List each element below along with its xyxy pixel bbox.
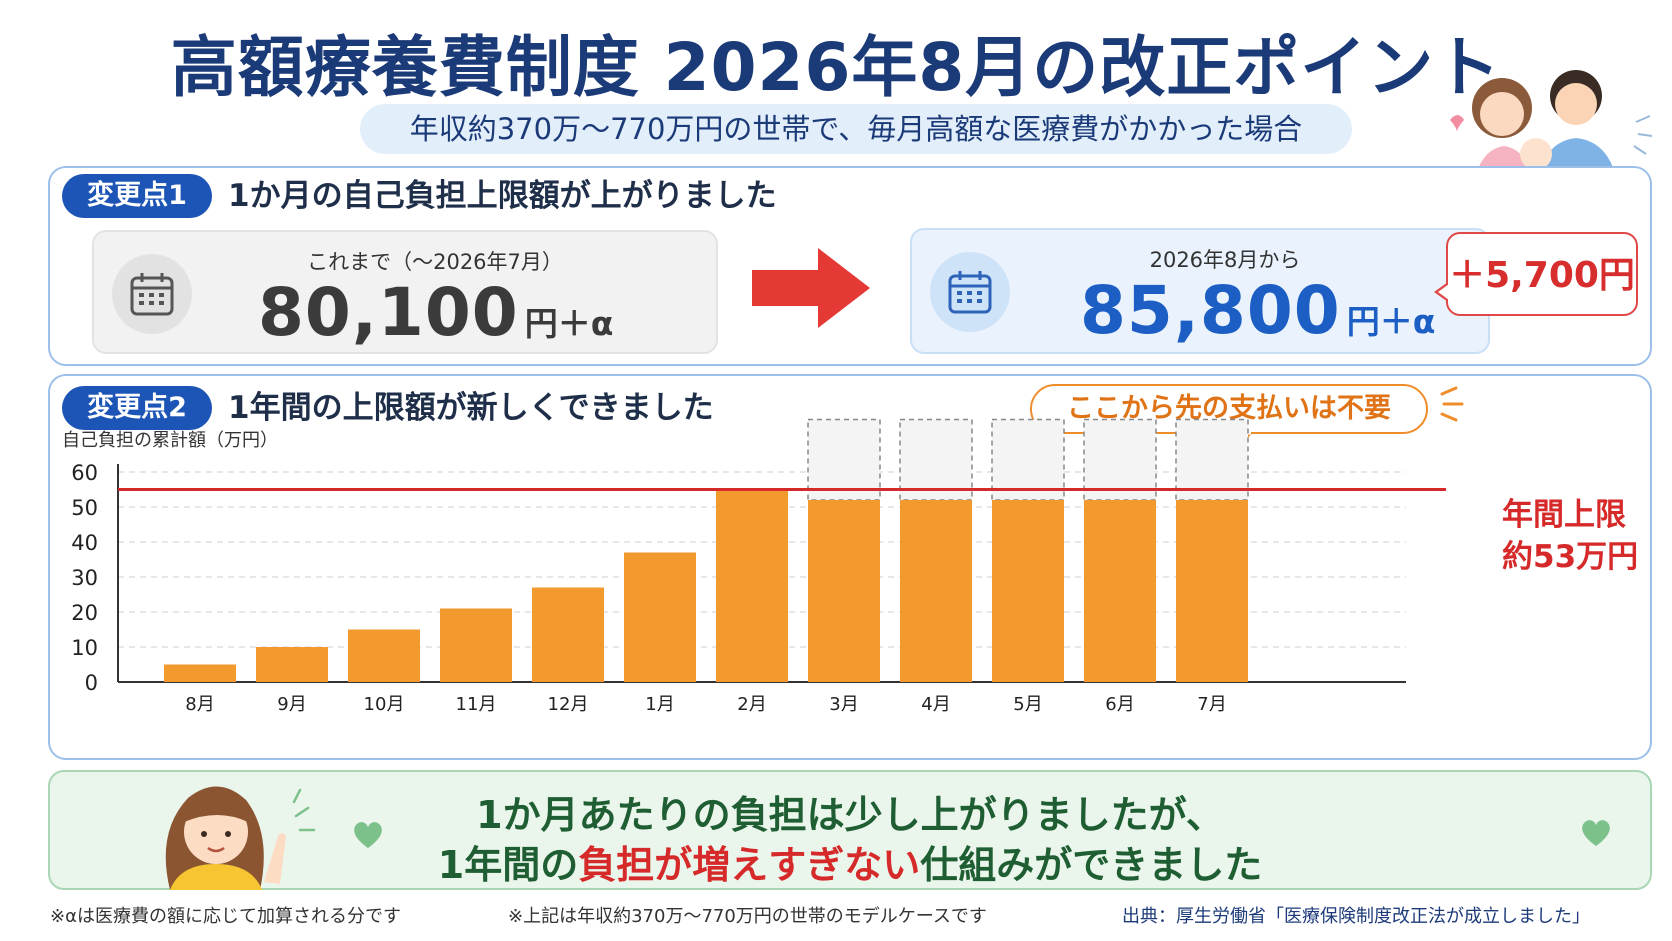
bar-4月: [900, 500, 972, 682]
summary-line2-highlight: 負担が増えすぎない: [578, 843, 921, 887]
annual-cap-label: 年間上限 約53万円: [1502, 494, 1638, 578]
bar-10月: [348, 629, 420, 682]
unpaid-dashed-box: [1175, 418, 1249, 501]
change1-badge: 変更点1: [62, 174, 212, 218]
unpaid-dashed-box: [899, 418, 973, 501]
y-tick-label: 10: [71, 636, 98, 660]
x-tick-label: 4月: [921, 694, 950, 715]
change1-panel: 変更点1 1か月の自己負担上限額が上がりました これまで（～2026年7月） 8…: [48, 166, 1652, 366]
after-amount-number: 85,800: [1080, 272, 1341, 349]
calendar-icon: [112, 254, 192, 334]
burst-icon: [1440, 386, 1464, 422]
x-tick-label: 11月: [456, 694, 497, 715]
unpaid-dashed-box: [1083, 418, 1157, 501]
change2-panel: 変更点2 1年間の上限額が新しくできました ここから先の支払いは不要 自己負担の…: [48, 374, 1652, 760]
page-title: 高額療養費制度 2026年8月の改正ポイント: [170, 29, 1502, 106]
annual-cap-line1: 年間上限: [1502, 497, 1626, 533]
x-tick-label: 7月: [1197, 694, 1226, 715]
bar-12月: [532, 587, 604, 682]
y-tick-label: 40: [71, 531, 98, 555]
cumulative-bar-chart: 自己負担の累計額（万円） 0 10 20 30 40 50 60 8月 9月 10月 11月 12月 1月…: [62, 418, 1446, 715]
y-axis-label: 自己負担の累計額（万円）: [62, 430, 278, 451]
y-tick-label: 30: [71, 566, 98, 590]
summary-box: 1か月あたりの負担は少し上がりましたが、 1年間の負担が増えすぎない仕組みができ…: [48, 770, 1652, 890]
summary-line2: 1年間の負担が増えすぎない仕組みができました: [50, 834, 1650, 889]
bar-6月: [1084, 500, 1156, 682]
after-box: 2026年8月から 85,800 円＋α: [910, 228, 1490, 354]
after-label: 2026年8月から: [1149, 248, 1301, 272]
heart-icon: [1582, 820, 1610, 846]
y-tick-label: 50: [71, 496, 98, 520]
bar-2月: [716, 489, 788, 682]
before-amount-unit: 円＋α: [524, 304, 614, 343]
footnote-source: 出典：厚生労働省「医療保険制度改正法が成立しました」: [1122, 906, 1590, 927]
x-tick-label: 2月: [737, 694, 766, 715]
calendar-icon: [930, 252, 1010, 332]
x-tick-label: 6月: [1105, 694, 1134, 715]
arrow-right-icon: [752, 248, 870, 328]
unpaid-dashed-box: [807, 418, 881, 501]
x-tick-label: 9月: [277, 694, 306, 715]
summary-line1: 1か月あたりの負担は少し上がりましたが、: [476, 793, 1224, 837]
bar-5月: [992, 500, 1064, 682]
change1-heading: 1か月の自己負担上限額が上がりました: [228, 178, 777, 214]
before-label: これまで（～2026年7月）: [307, 250, 563, 274]
heart-icon: [354, 822, 382, 848]
summary-line2-c: 仕組みができました: [920, 843, 1263, 887]
before-box: これまで（～2026年7月） 80,100 円＋α: [92, 230, 718, 354]
before-amount: 80,100 円＋α: [258, 274, 613, 351]
unpaid-dashed-box: [991, 418, 1065, 501]
x-tick-label: 1月: [645, 694, 674, 715]
summary-line2-a: 1年間の: [437, 843, 579, 887]
x-tick-label: 12月: [548, 694, 589, 715]
bar-11月: [440, 608, 512, 682]
increase-bubble: ＋5,700円: [1434, 232, 1638, 316]
y-tick-label: 0: [85, 671, 98, 695]
change2-badge: 変更点2: [62, 386, 212, 430]
footnote-model: ※上記は年収約370万～770万円の世帯のモデルケースです: [508, 906, 987, 927]
x-tick-label: 5月: [1013, 694, 1042, 715]
y-tick-label: 20: [71, 601, 98, 625]
bar-7月: [1176, 500, 1248, 682]
x-tick-label: 8月: [185, 694, 214, 715]
bar-3月: [808, 500, 880, 682]
bar-1月: [624, 552, 696, 682]
annual-cap-line2: 約53万円: [1502, 539, 1639, 575]
woman-illustration: [165, 786, 316, 890]
subtitle: 年収約370万～770万円の世帯で、毎月高額な医療費がかかった場合: [360, 104, 1352, 154]
x-tick-label: 3月: [829, 694, 858, 715]
footnote-alpha: ※αは医療費の額に応じて加算される分です: [50, 906, 401, 927]
after-amount-unit: 円＋α: [1346, 302, 1436, 341]
after-amount: 85,800 円＋α: [1080, 272, 1435, 349]
change2-heading: 1年間の上限額が新しくできました: [228, 390, 714, 426]
before-amount-number: 80,100: [258, 274, 519, 351]
y-tick-label: 60: [71, 461, 98, 485]
bar-9月: [256, 647, 328, 682]
bar-8月: [164, 664, 236, 682]
x-tick-label: 10月: [364, 694, 405, 715]
